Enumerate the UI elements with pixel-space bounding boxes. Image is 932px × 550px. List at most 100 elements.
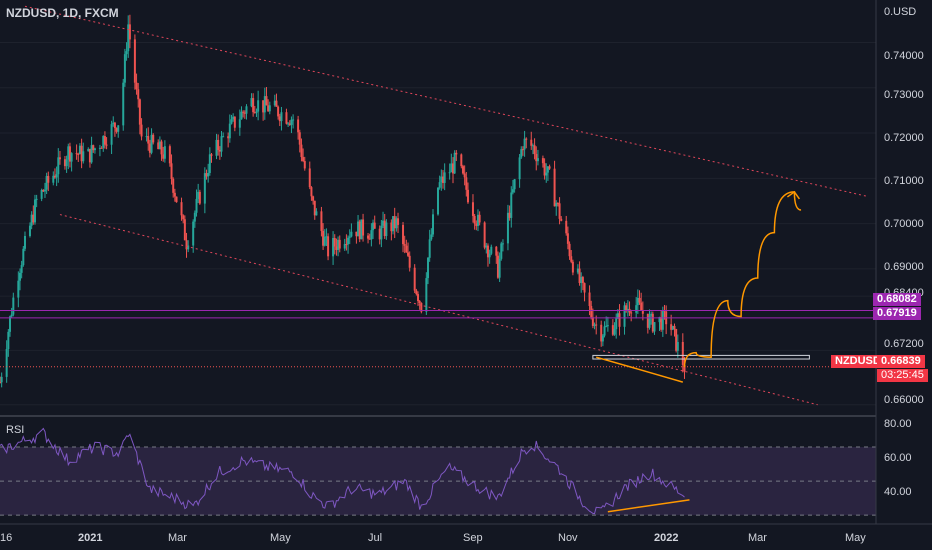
candle-body bbox=[90, 145, 93, 163]
candle-body bbox=[556, 203, 559, 205]
candle-body bbox=[383, 220, 386, 237]
candle-body bbox=[105, 144, 108, 146]
rsi-indicator-label[interactable]: RSI bbox=[6, 424, 25, 436]
candle-body bbox=[265, 96, 268, 106]
candle-body bbox=[475, 223, 478, 226]
candle-body bbox=[626, 308, 629, 311]
candle-body bbox=[358, 221, 361, 240]
candle-body bbox=[543, 163, 546, 176]
channel-lower-line bbox=[59, 214, 818, 406]
candle-body bbox=[67, 146, 70, 160]
candle-body bbox=[47, 175, 50, 183]
candle-body bbox=[182, 215, 185, 220]
candle-body bbox=[348, 236, 351, 238]
candle-body bbox=[590, 305, 593, 318]
candle-body bbox=[285, 112, 288, 124]
candle-body bbox=[168, 146, 171, 164]
candle-body bbox=[576, 268, 579, 273]
candle-body bbox=[508, 212, 511, 218]
price-axis-label: 0.67200 bbox=[884, 338, 924, 350]
candle-body bbox=[675, 329, 678, 351]
candle-body bbox=[535, 154, 538, 162]
drawings[interactable] bbox=[0, 5, 876, 406]
candle-body bbox=[382, 220, 385, 226]
candle-body bbox=[65, 159, 68, 167]
candle-body bbox=[297, 119, 300, 133]
rsi-band bbox=[0, 446, 876, 516]
candle-body bbox=[438, 182, 441, 188]
candle-body bbox=[250, 98, 253, 107]
candle-body bbox=[555, 203, 558, 207]
candle-body bbox=[402, 224, 405, 245]
candle-body bbox=[10, 314, 13, 317]
candle-body bbox=[425, 278, 428, 312]
candle-body bbox=[510, 192, 513, 218]
candle-body bbox=[222, 136, 225, 138]
rsi-axis-label: 80.00 bbox=[884, 418, 912, 430]
candle-body bbox=[170, 163, 173, 179]
time-axis-label: 16 bbox=[0, 532, 13, 544]
candle-body bbox=[471, 202, 474, 216]
rsi-axis-label: 40.00 bbox=[884, 486, 912, 498]
candle-body bbox=[455, 152, 458, 155]
candle-body bbox=[80, 145, 83, 162]
candle-body bbox=[232, 116, 235, 120]
candle-body bbox=[70, 153, 73, 162]
candle-body bbox=[500, 243, 503, 259]
candle-body bbox=[453, 152, 456, 174]
candle-body bbox=[625, 305, 628, 311]
time-axis-label: Nov bbox=[558, 532, 578, 544]
price-level-tag[interactable]: 0.67919 bbox=[873, 307, 921, 320]
candle-body bbox=[267, 105, 270, 112]
candle-body bbox=[506, 212, 509, 244]
candle-body bbox=[288, 123, 291, 125]
candle-body bbox=[460, 154, 463, 167]
candle-body bbox=[320, 211, 323, 231]
price-axis-top-label: 0. bbox=[884, 6, 894, 18]
candle-body bbox=[277, 106, 280, 117]
candle-body bbox=[546, 166, 549, 173]
price-level-tag[interactable]: 0.68082 bbox=[873, 293, 921, 306]
price-axis-label: 0.72000 bbox=[884, 132, 924, 144]
candle-body bbox=[173, 192, 176, 197]
candle-body bbox=[92, 145, 95, 151]
candle-body bbox=[82, 151, 85, 162]
candle-body bbox=[77, 153, 80, 155]
candle-body bbox=[451, 163, 454, 174]
candle-body bbox=[476, 214, 479, 226]
candle-body bbox=[207, 172, 210, 177]
candle-body bbox=[372, 222, 375, 231]
candle-body bbox=[357, 221, 360, 237]
candle-body bbox=[315, 211, 318, 216]
candle-body bbox=[581, 277, 584, 284]
candle-body bbox=[385, 222, 388, 237]
price-candles bbox=[0, 14, 686, 388]
candle-body bbox=[530, 139, 533, 146]
candle-body bbox=[683, 364, 686, 372]
candle-body bbox=[287, 123, 290, 125]
candle-body bbox=[432, 214, 435, 235]
candle-body bbox=[345, 244, 348, 246]
candle-body bbox=[195, 198, 198, 213]
candle-body bbox=[5, 349, 8, 377]
symbol-title[interactable]: NZDUSD, 1D, FXCM bbox=[6, 6, 119, 20]
time-axis-label: 2022 bbox=[654, 532, 679, 544]
candle-body bbox=[501, 243, 504, 245]
symbol-price-tag[interactable]: NZDUSD bbox=[831, 355, 885, 368]
candle-body bbox=[636, 297, 639, 306]
candle-body bbox=[413, 267, 416, 291]
candle-body bbox=[198, 191, 201, 204]
last-price-tag[interactable]: 0.66839 bbox=[877, 355, 925, 368]
candle-body bbox=[30, 214, 33, 226]
candle-body bbox=[440, 176, 443, 183]
candle-body bbox=[102, 136, 105, 148]
candle-body bbox=[615, 318, 618, 330]
candle-body bbox=[368, 238, 371, 240]
candle-body bbox=[488, 253, 491, 258]
candle-body bbox=[566, 233, 569, 244]
candle-body bbox=[670, 324, 673, 330]
candle-body bbox=[603, 326, 606, 336]
currency-label[interactable]: USD bbox=[893, 6, 917, 18]
candle-body bbox=[531, 145, 534, 147]
